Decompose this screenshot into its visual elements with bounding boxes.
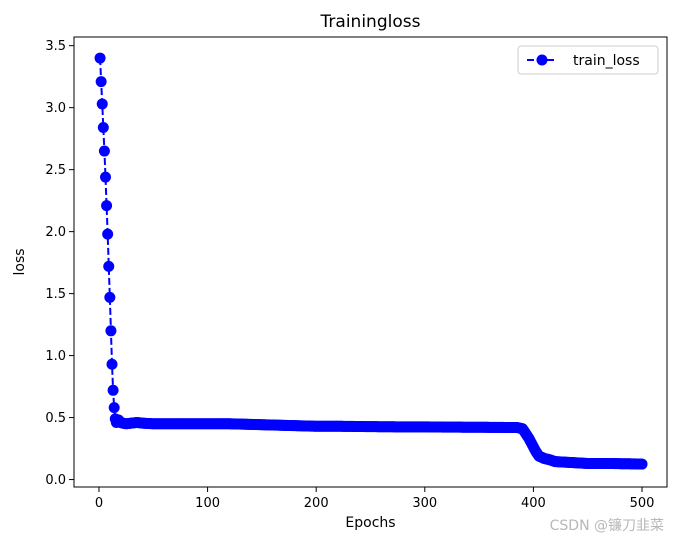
legend: train_loss [517, 45, 659, 75]
data-point [108, 402, 120, 414]
y-axis-ticks: 0.0 0.5 1.0 1.5 2.0 2.5 3.0 3.5 [45, 39, 74, 488]
plot-area [73, 36, 668, 488]
data-point [103, 260, 115, 272]
data-point [96, 98, 108, 110]
x-tick-label: 100 [195, 496, 220, 511]
data-point [105, 325, 117, 337]
data-point [100, 171, 111, 183]
x-tick-label: 0 [95, 496, 103, 511]
legend-label: train_loss [573, 53, 640, 69]
y-tick-label: 2.5 [45, 163, 66, 178]
y-tick-label: 2.0 [45, 225, 66, 240]
data-point [98, 145, 110, 157]
data-point [97, 122, 109, 133]
y-tick-label: 1.0 [45, 349, 66, 364]
y-tick-label: 3.5 [45, 39, 66, 54]
x-tick-label: 300 [412, 496, 437, 511]
y-axis-label: loss [12, 248, 28, 275]
data-point [106, 358, 118, 370]
data-point [107, 384, 119, 396]
chart-title: Trainingloss [320, 12, 421, 32]
x-tick-label: 400 [521, 496, 546, 511]
data-point [101, 200, 113, 212]
x-tick-label: 500 [630, 496, 655, 511]
y-tick-label: 0.5 [45, 411, 66, 426]
series-layer [94, 52, 648, 470]
data-point [95, 76, 107, 88]
y-tick-label: 1.5 [45, 287, 66, 302]
watermark: CSDN @镰刀韭菜 [550, 517, 664, 534]
x-axis-label: Epochs [345, 515, 395, 531]
x-tick-label: 200 [304, 496, 329, 511]
y-tick-label: 3.0 [45, 101, 66, 116]
data-point [94, 52, 106, 64]
legend-box [517, 45, 659, 75]
data-point [104, 291, 116, 303]
data-point [636, 458, 648, 470]
y-tick-label: 0.0 [45, 473, 66, 488]
legend-marker-icon [536, 54, 548, 66]
x-axis-ticks: 0 100 200 300 400 500 [95, 487, 655, 511]
data-point [102, 228, 114, 240]
